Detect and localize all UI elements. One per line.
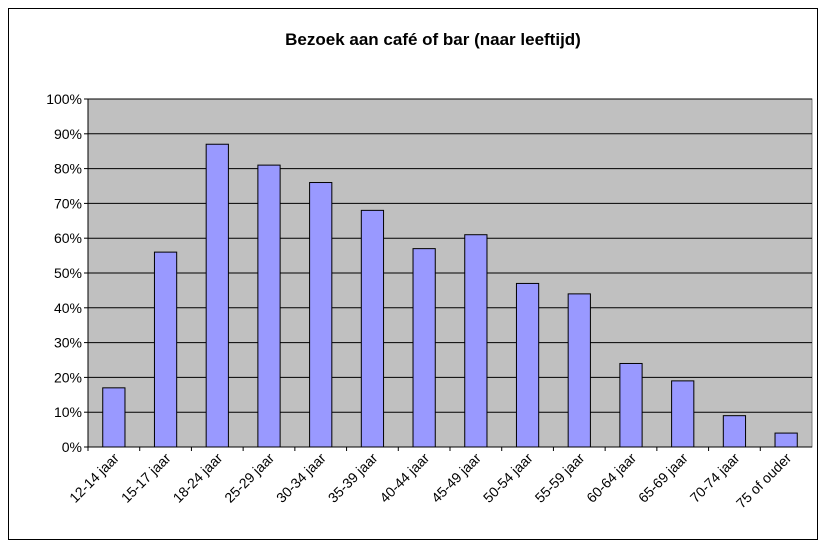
y-tick-label: 60% — [54, 230, 82, 246]
bar — [412, 248, 436, 448]
bar — [671, 380, 695, 448]
bar — [360, 209, 385, 448]
y-tick-label: 20% — [54, 369, 82, 385]
y-tick-label: 30% — [54, 335, 82, 351]
y-tick-label: 90% — [54, 126, 82, 142]
y-tick-label: 40% — [54, 300, 82, 316]
y-tick-label: 10% — [54, 404, 82, 420]
bar — [309, 182, 333, 448]
bar — [774, 432, 798, 448]
bar — [619, 362, 643, 448]
chart-title: Bezoek aan café of bar (naar leeftijd) — [285, 30, 581, 49]
y-tick-label: 100% — [46, 91, 82, 107]
bar — [257, 164, 281, 448]
bar — [722, 415, 747, 448]
bar — [153, 251, 178, 448]
bar — [515, 282, 540, 448]
bar — [102, 387, 126, 448]
y-tick-label: 50% — [54, 265, 82, 281]
y-tick-label: 70% — [54, 195, 82, 211]
bar — [464, 234, 488, 448]
bar — [567, 293, 591, 448]
y-tick-label: 80% — [54, 161, 82, 177]
y-tick-label: 0% — [62, 439, 82, 455]
bar — [205, 143, 229, 448]
